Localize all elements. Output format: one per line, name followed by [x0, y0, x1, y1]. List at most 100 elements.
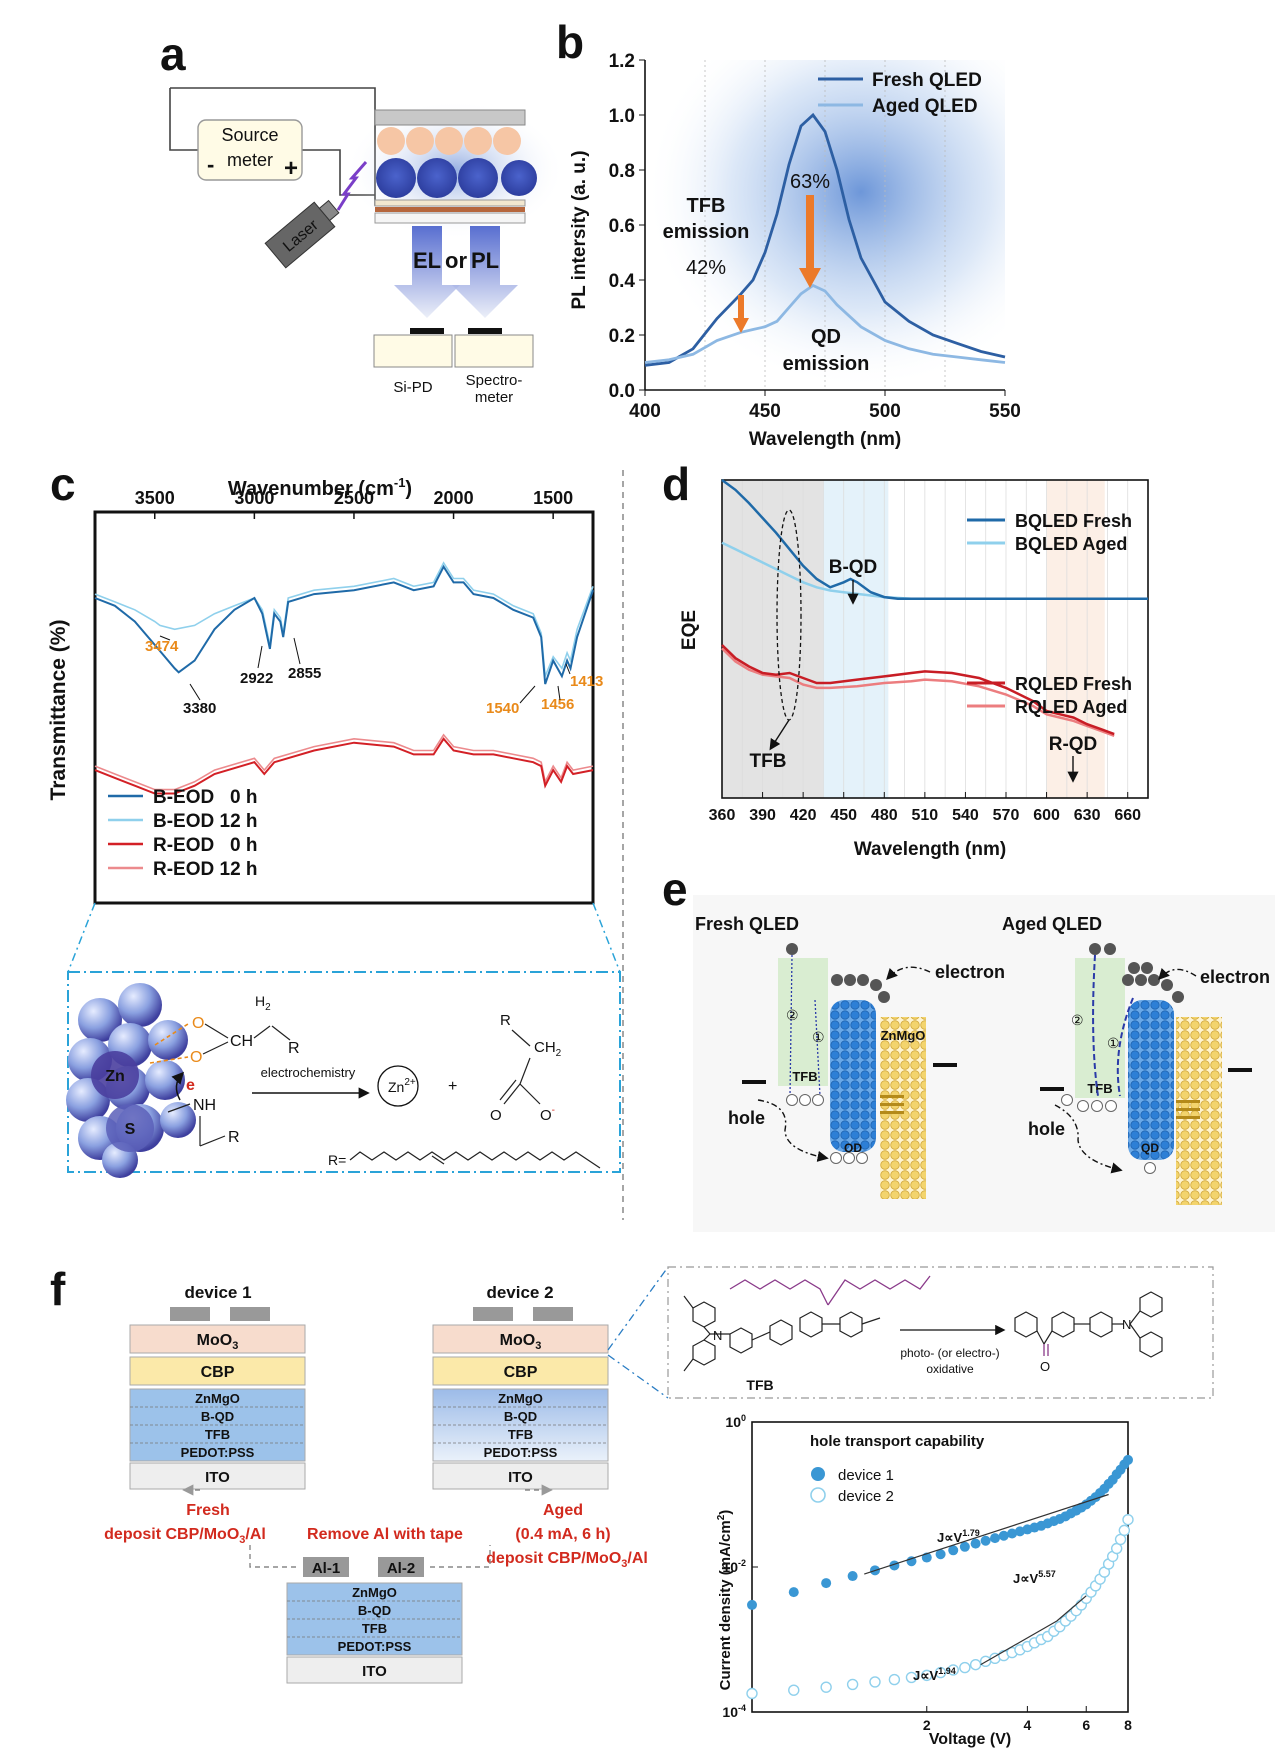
tfb-arrow	[769, 719, 790, 751]
laser: Laser	[264, 199, 340, 269]
al-pad	[170, 1307, 210, 1321]
fit-line-2	[1056, 1595, 1087, 1622]
f-device-stacks: MoO3 CBP ZnMgO B-QD TFB PEDOT:PSS ITO MoO3 CBP Zn…	[129, 1307, 609, 1684]
legend-fresh-label: Fresh QLED	[872, 70, 982, 91]
n-atom-2: N	[1122, 1317, 1131, 1332]
qd-emission-1: QD	[811, 326, 841, 348]
h2-label: H2	[255, 993, 271, 1013]
hil-layer	[375, 207, 525, 212]
si-pd-sensor	[410, 328, 444, 334]
f-xtick-label: 6	[1082, 1717, 1090, 1733]
aged-hole-label: hole	[1028, 1119, 1065, 1139]
qd-emission-2: emission	[783, 353, 870, 375]
legend-bfresh-label: BQLED Fresh	[1015, 511, 1132, 531]
b-ytick-label: 1.2	[609, 51, 635, 72]
d-xtick-label: 480	[871, 807, 898, 824]
c-xtick-label: 3000	[234, 488, 274, 508]
tfb-chem-label: TFB	[746, 1377, 773, 1393]
al2-label: Al-2	[387, 1560, 415, 1577]
device2-title: device 2	[486, 1283, 553, 1302]
fresh-path-2: ②	[786, 1007, 799, 1023]
b-qd-label: B-QD	[829, 557, 878, 578]
spectrometer-box	[454, 334, 534, 368]
c-xtick-label: 2000	[434, 488, 474, 508]
device1-point	[989, 1533, 1000, 1544]
device1-point	[821, 1578, 832, 1589]
fresh-znmgo-label: ZnMgO	[881, 1028, 926, 1043]
laser-beam	[336, 161, 368, 211]
zoom-tfb-bottom	[607, 1354, 669, 1399]
peak-1456: 1456	[541, 696, 574, 713]
d-xtick-label: 540	[952, 807, 979, 824]
o-lower: O	[190, 1049, 202, 1066]
b-gridlines	[704, 60, 946, 390]
source-meter-label-2: meter	[227, 150, 273, 170]
al-pad	[533, 1307, 573, 1321]
peak-2922: 2922	[240, 670, 273, 687]
oxidation-label-1: photo- (or electro-)	[900, 1346, 999, 1360]
panel-label-d: d	[662, 458, 690, 510]
ito-glass	[374, 212, 526, 224]
device2-point	[788, 1684, 800, 1696]
aged-path-1: ①	[1107, 1035, 1120, 1051]
b-ytick-label: 1.0	[609, 106, 635, 127]
stack-layer-label: B-QD	[504, 1409, 537, 1424]
fit-1p94: J∝V1.94	[913, 1666, 956, 1683]
stack-layer-label: ZnMgO	[352, 1585, 397, 1600]
d-xtick-label: 360	[709, 807, 736, 824]
si-pd-label: Si-PD	[393, 379, 432, 396]
device2-point	[905, 1671, 918, 1684]
r-label-2: R	[228, 1129, 240, 1146]
panel-label-b: b	[556, 16, 584, 68]
c-frame	[93, 510, 595, 905]
r-equals: R=	[328, 1152, 346, 1168]
fresh-znmgo-band	[880, 1017, 926, 1199]
aged-deposit-label: deposit CBP/MoO3/Al	[486, 1550, 648, 1570]
device1-point	[1007, 1528, 1018, 1539]
c-curves	[94, 561, 594, 795]
d-frame	[721, 479, 1149, 799]
c-series-r0	[94, 737, 594, 795]
d-band-2	[1046, 480, 1105, 798]
ch-label: CH	[230, 1033, 253, 1050]
moo3-layer	[129, 1324, 306, 1354]
device2-point	[820, 1681, 832, 1693]
electron-arrow	[171, 1071, 185, 1101]
b-ytick-label: 0.8	[609, 161, 635, 182]
device2-point	[1118, 1524, 1131, 1537]
qd-drop-arrowhead	[799, 268, 821, 288]
cbp-layer	[129, 1356, 306, 1386]
device2-point	[969, 1658, 982, 1671]
fresh-path-1: ①	[812, 1029, 825, 1045]
d-xtick-label: 390	[749, 807, 776, 824]
nanocrystal	[66, 983, 196, 1178]
f-ytick-label: 10-4	[722, 1703, 746, 1720]
al-pad	[473, 1307, 513, 1321]
pct-63: 63%	[790, 171, 830, 193]
peak-3474: 3474	[145, 638, 179, 655]
aged-path-2: ②	[1071, 1012, 1084, 1028]
device2-point	[888, 1673, 901, 1686]
spectrometer-label-2: meter	[475, 389, 513, 406]
f-ylabel: Current density (mA/cm2)	[716, 1510, 734, 1691]
zn-ion-label: Zn2+	[388, 1077, 416, 1095]
pl-label: PL	[471, 248, 499, 273]
minus-sign: -	[207, 152, 214, 177]
al1-pad	[303, 1557, 349, 1577]
c-series-b12	[94, 561, 594, 677]
b-series-aged	[644, 283, 1006, 364]
source-meter	[197, 119, 303, 181]
aged-htl-level	[1040, 1087, 1064, 1091]
scheme-box	[67, 971, 621, 1173]
panel-b: b 400 450 500 550 0.0 0.2 0.4 0.6 0.8 1.0 1.2 PL i…	[556, 16, 1021, 450]
b-ytick-label: 0.2	[609, 326, 635, 347]
d-xtick-label: 600	[1033, 807, 1060, 824]
e-fresh-diagram: Fresh QLED ZnMgO TFB QD ② ① electron hol…	[695, 914, 1005, 1199]
pct-42: 42%	[686, 257, 726, 279]
device2-point	[846, 1678, 859, 1691]
legend-rfresh-label: RQLED Fresh	[1015, 674, 1132, 694]
htl-layer	[374, 199, 526, 207]
remove-path-left	[249, 1545, 300, 1568]
d-ylabel: EQE	[679, 610, 700, 650]
moo3-label: MoO3	[500, 1332, 542, 1352]
